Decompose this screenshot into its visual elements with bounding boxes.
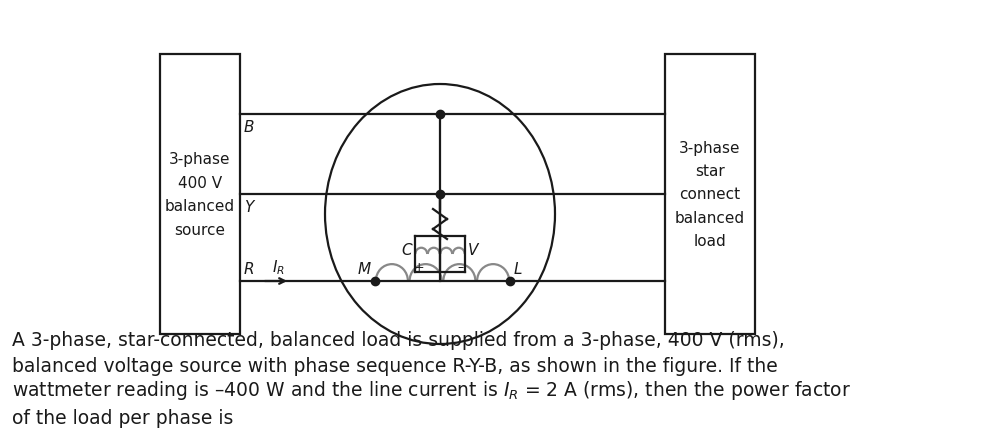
Text: $I_R$: $I_R$: [271, 258, 284, 276]
Text: –: –: [458, 261, 464, 273]
Text: V: V: [468, 243, 479, 258]
Text: +: +: [414, 261, 424, 273]
Text: Y: Y: [244, 200, 253, 215]
Text: C: C: [401, 243, 412, 258]
Text: balanced voltage source with phase sequence R-Y-B, as shown in the figure. If th: balanced voltage source with phase seque…: [12, 356, 778, 375]
Text: R: R: [244, 261, 254, 276]
Text: B: B: [244, 120, 254, 135]
Text: M: M: [357, 261, 371, 276]
Text: L: L: [514, 261, 522, 276]
Text: 3-phase
star
connect
balanced
load: 3-phase star connect balanced load: [675, 141, 745, 249]
Text: of the load per phase is: of the load per phase is: [12, 408, 233, 427]
Text: 3-phase
400 V
balanced
source: 3-phase 400 V balanced source: [165, 152, 235, 237]
Text: A 3-phase, star-connected, balanced load is supplied from a 3-phase, 400 V (rms): A 3-phase, star-connected, balanced load…: [12, 330, 784, 349]
Text: wattmeter reading is –400 W and the line current is $I_R$ = 2 A (rms), then the : wattmeter reading is –400 W and the line…: [12, 378, 851, 401]
